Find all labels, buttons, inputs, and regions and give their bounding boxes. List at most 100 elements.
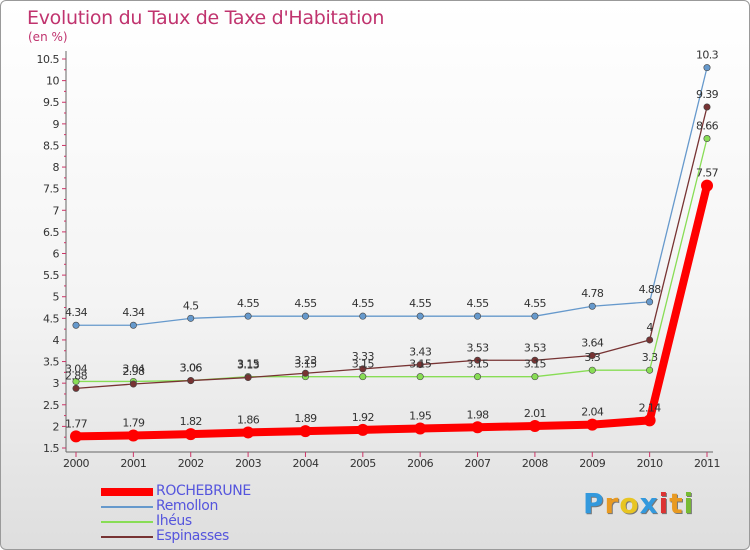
data-point-remollon	[187, 314, 195, 322]
data-point-rochebrune	[586, 418, 599, 431]
data-label-rochebrune: 2.04	[581, 406, 604, 419]
data-point-rochebrune	[184, 428, 197, 441]
data-label-ih-us: 3.04	[122, 362, 145, 375]
data-point-ih-us	[474, 373, 482, 381]
series-layer	[70, 64, 713, 443]
data-point-ih-us	[72, 377, 80, 385]
x-tick-label: 2001	[120, 457, 146, 470]
data-point-remollon	[129, 321, 137, 329]
data-label-espinasses: 9.39	[696, 88, 719, 101]
data-label-ih-us: 3.15	[524, 358, 547, 371]
y-tick-label: 7	[53, 204, 60, 217]
y-tick-label: 4.5	[43, 312, 59, 325]
data-point-remollon	[359, 312, 367, 320]
data-point-remollon	[646, 298, 654, 306]
data-point-espinasses	[72, 384, 80, 392]
data-label-remollon: 4.55	[352, 297, 375, 310]
data-label-espinasses: 3.33	[352, 350, 375, 363]
y-tick-label: 2	[53, 420, 60, 433]
data-point-rochebrune	[471, 421, 484, 434]
data-label-rochebrune: 2.14	[639, 401, 662, 414]
data-point-ih-us	[588, 366, 596, 374]
data-label-rochebrune: 1.82	[180, 415, 202, 428]
data-point-espinasses	[646, 336, 654, 344]
data-label-rochebrune: 1.95	[409, 410, 432, 423]
data-point-espinasses	[301, 369, 309, 377]
y-tick-label: 3.5	[43, 356, 59, 369]
legend-label: Remollon	[156, 498, 218, 514]
data-point-remollon	[531, 312, 539, 320]
data-label-rochebrune: 1.77	[65, 417, 88, 430]
data-label-ih-us: 3.04	[65, 362, 88, 375]
x-tick-label: 2006	[407, 457, 433, 470]
logo-letter: P	[583, 487, 605, 520]
data-label-remollon: 4.55	[237, 297, 260, 310]
legend-label: ROCHEBRUNE	[156, 483, 251, 499]
y-tick-label: 8.5	[43, 139, 59, 152]
x-tick-label: 2003	[235, 457, 261, 470]
data-point-espinasses	[244, 374, 252, 382]
line-chart: 1.522.533.544.555.566.577.588.599.51010.…	[37, 49, 721, 470]
x-tick-label: 2009	[579, 457, 605, 470]
y-tick-label: 2.5	[43, 399, 59, 412]
data-label-remollon: 4.55	[294, 297, 317, 310]
series-line-rochebrune	[72, 181, 711, 441]
data-label-remollon: 4.5	[183, 299, 199, 312]
data-point-rochebrune	[70, 430, 82, 443]
data-label-remollon: 4.55	[409, 297, 432, 310]
data-point-rochebrune	[414, 422, 427, 435]
data-point-espinasses	[588, 352, 596, 360]
x-tick-label: 2011	[694, 457, 720, 470]
data-label-espinasses: 3.43	[409, 346, 432, 359]
data-point-espinasses	[703, 103, 711, 111]
logo-letter: i	[683, 487, 695, 520]
data-label-remollon: 4.88	[639, 283, 662, 296]
data-label-ih-us: 3.15	[352, 358, 375, 371]
y-tick-label: 10.5	[37, 53, 60, 66]
data-label-remollon: 10.3	[696, 49, 719, 62]
data-point-rochebrune	[356, 423, 369, 436]
data-label-espinasses: 3.23	[294, 354, 317, 367]
y-tick-label: 6	[53, 248, 60, 261]
data-point-rochebrune	[242, 426, 255, 439]
y-tick-label: 4	[53, 334, 60, 347]
data-label-remollon: 4.34	[65, 306, 88, 319]
logo-letter: r	[604, 487, 620, 520]
y-tick-label: 6.5	[43, 226, 59, 239]
y-tick-label: 7.5	[43, 183, 59, 196]
data-point-espinasses	[359, 365, 367, 373]
logo-letter: i	[658, 487, 670, 520]
data-label-rochebrune: 1.89	[294, 412, 317, 425]
data-label-espinasses: 3.06	[180, 362, 203, 375]
data-label-ih-us: 3.06	[180, 362, 203, 375]
data-point-espinasses	[187, 377, 195, 385]
y-tick-label: 3	[53, 377, 60, 390]
data-point-espinasses	[416, 361, 424, 369]
data-label-rochebrune: 7.57	[696, 167, 719, 180]
x-tick-label: 2010	[637, 457, 663, 470]
data-label-rochebrune: 1.98	[466, 408, 489, 421]
legend-label: Ihéus	[156, 513, 192, 529]
data-label-ih-us: 3.3	[642, 351, 658, 364]
data-label-espinasses: 3.64	[581, 337, 604, 350]
data-point-ih-us	[703, 135, 711, 143]
legend-swatch	[101, 506, 153, 508]
x-tick-label: 2002	[178, 457, 204, 470]
series-line-espinasses	[75, 106, 708, 390]
data-point-remollon	[588, 302, 596, 310]
legend-swatch	[101, 488, 153, 496]
data-point-remollon	[72, 321, 80, 329]
data-point-rochebrune	[127, 429, 140, 442]
labels-layer: 4.34 4.34 4.5 4.55 4.55 4.55 4.55 4.55 4.55 4.78 4…	[65, 49, 719, 431]
data-label-rochebrune: 1.86	[237, 413, 260, 426]
x-tick-label: 2000	[63, 457, 89, 470]
y-tick-label: 5	[53, 291, 60, 304]
logo-letter: t	[669, 487, 684, 520]
data-label-remollon: 4.78	[581, 287, 604, 300]
legend-swatch	[101, 521, 153, 523]
data-point-espinasses	[531, 356, 539, 364]
y-tick-label: 1.5	[43, 442, 59, 455]
logo-letter: x	[639, 487, 659, 520]
x-tick-label: 2007	[465, 457, 491, 470]
axes: 1.522.533.544.555.566.577.588.599.51010.…	[37, 51, 721, 470]
